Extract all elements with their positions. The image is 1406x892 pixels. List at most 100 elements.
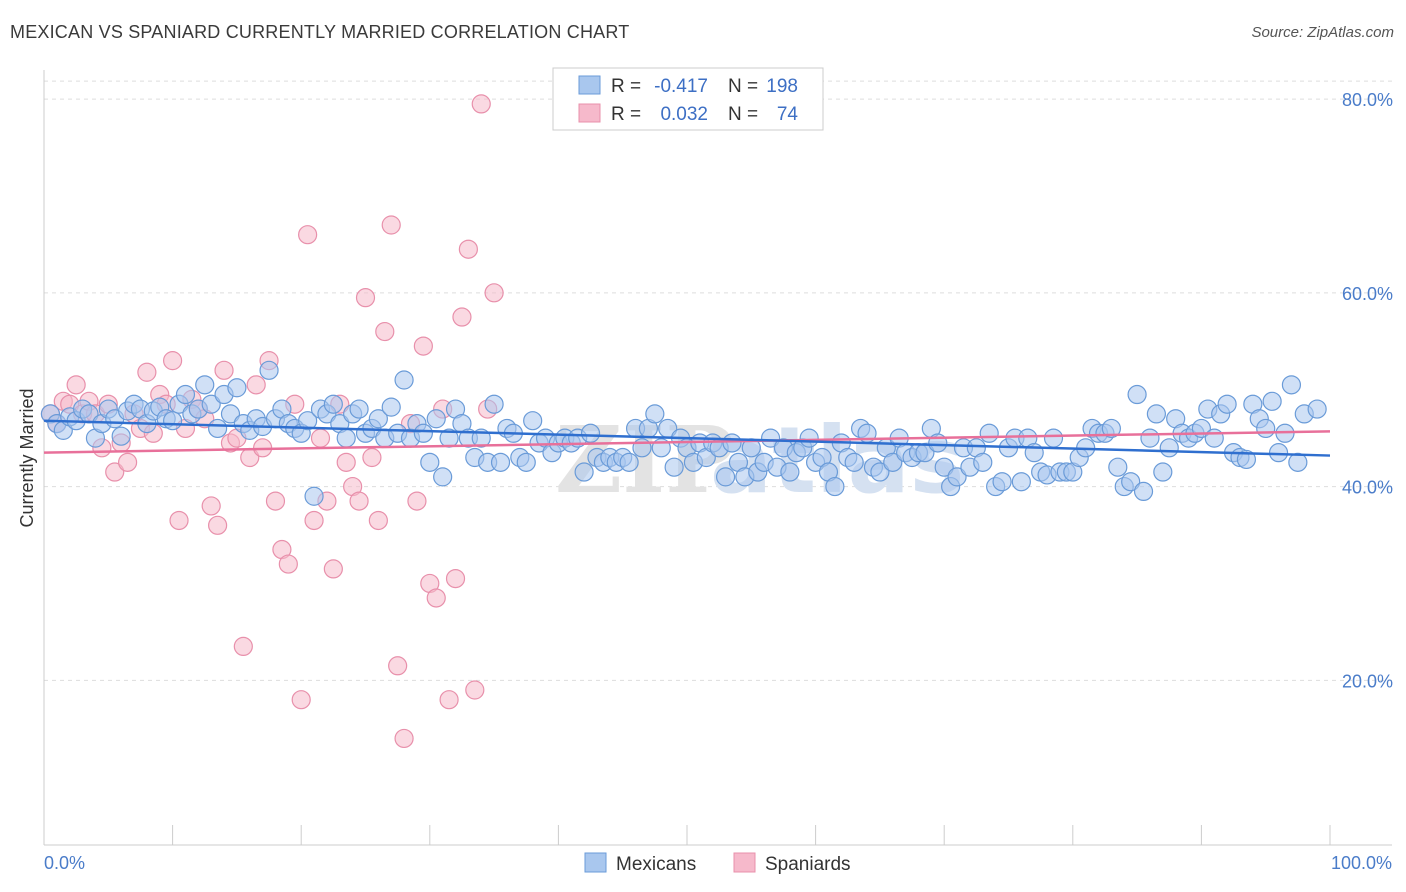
mexicans-point-166: [1108, 457, 1128, 477]
legend-box: R = -0.417 N = 198 R = 0.032 N = 74: [552, 67, 824, 131]
spaniards-point-64: [452, 307, 472, 327]
mexicans-point-173: [1153, 462, 1173, 482]
spaniards-point-50: [362, 447, 382, 468]
y-tick-labels: 20.0% 40.0% 60.0% 80.0%: [1342, 90, 1393, 691]
mexicans-point-145: [973, 452, 993, 472]
mexicans-point-74: [516, 452, 536, 472]
mexicans-point-172: [1146, 404, 1166, 424]
legend-r-label-mexicans: R =: [611, 76, 641, 97]
mexicans-point-189: [1256, 418, 1276, 439]
spaniards-point-10: [105, 462, 125, 482]
mexicans-point-112: [760, 428, 781, 448]
mexicans-point-28: [220, 404, 241, 424]
mexicans-point-151: [1011, 472, 1031, 492]
spaniards-point-26: [208, 515, 228, 535]
legend-r-value-spaniards: 0.032: [660, 104, 708, 125]
spaniards-trend-line: [43, 430, 1331, 454]
mexicans-point-181: [1204, 428, 1224, 448]
mexicans-point-170: [1133, 481, 1154, 502]
mexicans-point-94: [645, 404, 665, 424]
bottom-legend-swatch-mexicans: [584, 852, 607, 873]
spaniards-point-53: [381, 215, 401, 235]
mexicans-point-83: [574, 462, 594, 482]
spaniards-point-62: [439, 690, 459, 710]
mexicans-point-44: [323, 394, 343, 414]
spaniards-point-65: [458, 239, 478, 259]
mexicans-point-183: [1217, 394, 1237, 414]
mexicans-point-191: [1268, 443, 1289, 463]
legend-n-label-spaniards: N =: [728, 104, 758, 125]
spaniards-point-32: [246, 375, 266, 395]
bottom-legend: Mexicans Spaniards: [584, 852, 851, 875]
x-tick-label-min: 0.0%: [44, 853, 85, 873]
mexicans-point-90: [619, 452, 639, 472]
mexicans-point-58: [413, 423, 433, 443]
mexicans-point-51: [368, 409, 388, 429]
mexicans-point-190: [1262, 391, 1282, 411]
mexicans-point-59: [420, 452, 440, 472]
legend-r-label-spaniards: R =: [611, 104, 641, 125]
spaniards-point-60: [426, 588, 446, 608]
y-tick-label-60: 60.0%: [1342, 284, 1393, 304]
mexicans-point-48: [349, 399, 369, 419]
mexicans-point-125: [844, 452, 864, 472]
mexicans-point-115: [780, 462, 800, 482]
mexicans-point-141: [947, 467, 967, 487]
mexicans-point-84: [580, 423, 601, 443]
mexicans-point-105: [715, 467, 736, 487]
trend-lines: [43, 419, 1331, 457]
mexicans-point-129: [870, 462, 890, 482]
mexicans-point-106: [722, 433, 742, 453]
spaniards-point-57: [407, 491, 427, 511]
mexicans-trend-line: [43, 419, 1331, 457]
spaniards-point-37: [278, 554, 298, 574]
spaniards-point-58: [413, 336, 433, 356]
x-tick-label-max: 100.0%: [1331, 853, 1392, 873]
y-tick-label-80: 80.0%: [1342, 90, 1393, 110]
legend-r-value-mexicans: -0.417: [654, 76, 708, 97]
mexicans-point-21: [175, 384, 196, 405]
legend-n-value-mexicans: 198: [766, 76, 798, 97]
mexicans-point-169: [1127, 384, 1147, 405]
y-tick-label-40: 40.0%: [1342, 478, 1393, 498]
legend-swatch-spaniards: [578, 103, 601, 123]
mexicans-point-131: [883, 452, 903, 472]
mexicans-point-53: [381, 397, 401, 417]
gridlines: [44, 80, 1392, 681]
bottom-legend-mexicans: Mexicans: [616, 854, 696, 875]
spaniards-point-42: [310, 428, 331, 448]
mexicans-point-118: [799, 428, 819, 448]
spaniards-point-48: [349, 491, 369, 511]
spaniards-point-39: [291, 690, 311, 710]
spaniards-point-12: [117, 452, 138, 472]
mexicans-point-75: [523, 411, 543, 431]
spaniards-point-69: [484, 283, 504, 303]
mexicans-point-41: [304, 486, 324, 506]
spaniards-point-20: [169, 510, 189, 531]
mexicans-point-156: [1043, 428, 1064, 448]
spaniards-point-67: [471, 94, 491, 114]
mexicans-point-19: [163, 411, 183, 431]
mexicans-point-26: [208, 418, 228, 439]
mexicans-point-146: [979, 423, 999, 443]
mexicans-point-34: [259, 360, 279, 380]
spaniards-point-52: [375, 321, 395, 342]
spaniards-point-49: [355, 288, 376, 308]
y-axis-label: Currently Married: [17, 388, 37, 527]
spaniards-point-54: [388, 656, 408, 676]
bottom-legend-spaniards: Spaniards: [765, 854, 851, 875]
legend-n-label-mexicans: N =: [728, 76, 758, 97]
mexicans-point-40: [298, 411, 318, 431]
mexicans-point-165: [1101, 418, 1121, 439]
mexicans-point-186: [1236, 449, 1257, 470]
spaniards-point-46: [336, 452, 356, 472]
spaniards-point-44: [323, 559, 343, 579]
mexicans-point-122: [825, 476, 845, 497]
mexicans-point-139: [934, 457, 954, 477]
spaniards-point-51: [368, 510, 388, 531]
chart-title: MEXICAN VS SPANIARD CURRENTLY MARRIED CO…: [10, 22, 630, 42]
mexicans-point-196: [1307, 399, 1327, 419]
spaniards-point-35: [265, 491, 286, 511]
mexicans-point-193: [1281, 375, 1302, 395]
